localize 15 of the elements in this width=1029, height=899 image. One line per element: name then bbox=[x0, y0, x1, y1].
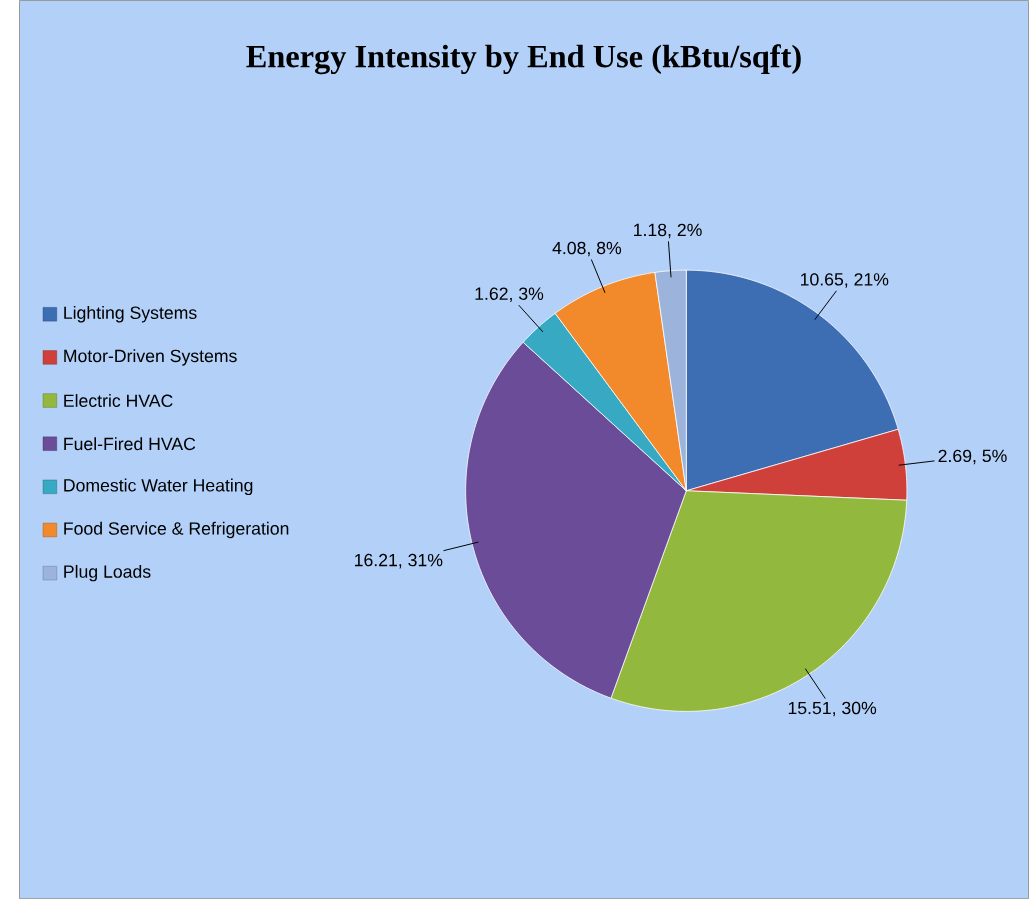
data-label: 1.18, 2% bbox=[634, 223, 702, 239]
legend-label: Fuel-Fired HVAC bbox=[64, 437, 196, 451]
legend-label: Motor-Driven Systems bbox=[64, 349, 237, 366]
legend-label: Lighting Systems bbox=[64, 305, 197, 323]
data-label: 2.69, 5% bbox=[938, 449, 1007, 465]
legend-label: Food Service & Refrigeration bbox=[64, 521, 289, 539]
data-label: 10.65, 21% bbox=[801, 273, 889, 288]
data-label: 15.51, 30% bbox=[788, 701, 877, 717]
legend-label: Plug Loads bbox=[64, 564, 151, 582]
data-label: 16.21, 31% bbox=[355, 553, 443, 569]
legend-label: Electric HVAC bbox=[64, 393, 173, 407]
legend-label: Domestic Water Heating bbox=[64, 478, 253, 495]
data-label: 1.62, 3% bbox=[475, 287, 544, 302]
chart-title: Energy Intensity by End Use (kBtu/sqft) bbox=[246, 44, 801, 75]
data-label: 4.08, 8% bbox=[552, 241, 622, 257]
